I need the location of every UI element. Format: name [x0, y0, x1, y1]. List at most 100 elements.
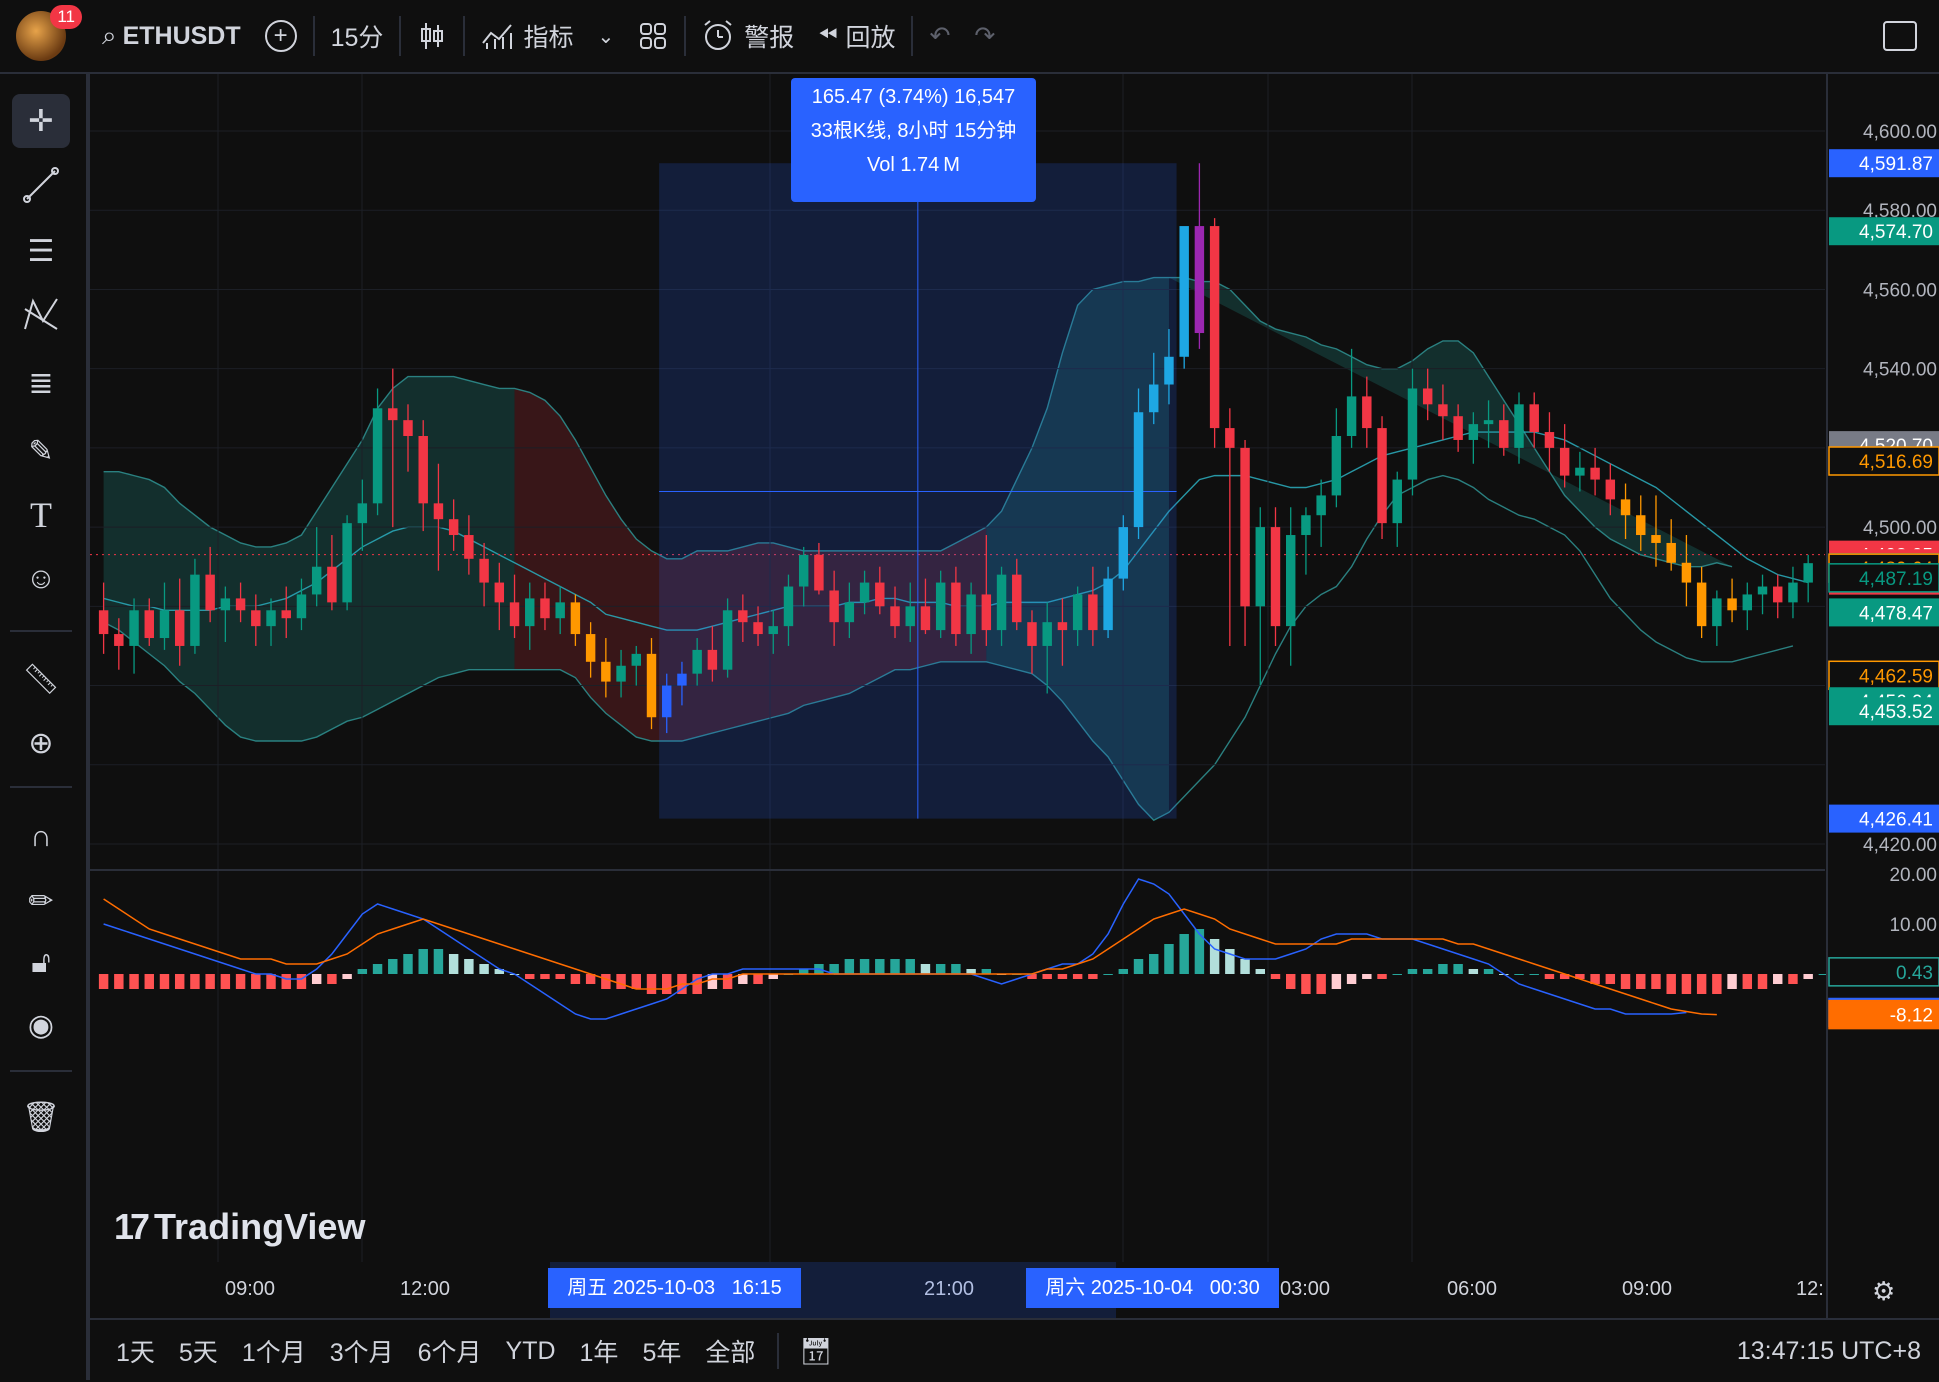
- range-6m[interactable]: 6个月: [417, 1339, 482, 1367]
- candle-body: [479, 558, 489, 583]
- candle-body: [1133, 412, 1144, 528]
- zoom-in-icon: ⊕: [28, 726, 54, 760]
- chevron-down-icon: ⌄: [597, 25, 615, 48]
- range-1d[interactable]: 1天: [116, 1339, 155, 1367]
- macd-histogram-bar: [1788, 974, 1798, 984]
- replay-button[interactable]: ⏪︎ 回放: [806, 0, 907, 72]
- candle-body: [996, 574, 1007, 631]
- text-tool[interactable]: T: [12, 488, 70, 542]
- layout-button[interactable]: [626, 0, 680, 72]
- magnet-tool[interactable]: ∩: [12, 810, 70, 864]
- macd-histogram-bar: [844, 959, 855, 974]
- divider: [312, 16, 315, 56]
- macd-histogram-bar: [890, 959, 900, 974]
- candle-body: [692, 649, 702, 674]
- candle-body: [1255, 527, 1265, 607]
- macd-histogram-bar: [981, 969, 992, 974]
- price-tick: 4,600.00: [1863, 122, 1937, 143]
- price-tick: 4,560.00: [1863, 280, 1937, 301]
- candle-body: [342, 523, 352, 603]
- macd-histogram-bar: [1468, 969, 1479, 974]
- symbol-search[interactable]: ⌕ ETHUSDT: [90, 0, 253, 72]
- redo-button[interactable]: ↷: [962, 0, 1007, 72]
- candle-body: [1362, 396, 1372, 429]
- candle-body: [494, 582, 505, 603]
- macd-histogram-bar: [1757, 974, 1768, 989]
- gear-icon: ⚙: [1872, 1276, 1896, 1306]
- settings-button[interactable]: ⚙: [1872, 1276, 1895, 1307]
- measure-bars: 33根K线, 8小时 15分钟: [810, 120, 1017, 142]
- candle-body: [388, 408, 398, 421]
- window-icon: [1883, 21, 1917, 51]
- avatar[interactable]: 11: [16, 5, 82, 61]
- alerts-button[interactable]: 警报: [690, 0, 806, 72]
- macd-histogram-bar: [1331, 974, 1342, 989]
- go-to-date-button[interactable]: 📅︎: [789, 1336, 842, 1367]
- cursor-time-end: 周六 2025-10-04 00:30: [1026, 1268, 1279, 1308]
- price-label: 4,462.59: [1859, 666, 1933, 687]
- undo-button[interactable]: ↶: [917, 0, 962, 72]
- trend-line-tool[interactable]: [12, 158, 70, 212]
- candle-body: [966, 594, 976, 635]
- range-1y[interactable]: 1年: [579, 1339, 619, 1367]
- macd-histogram-bar: [1620, 974, 1631, 989]
- brush-tool[interactable]: ✎: [12, 424, 70, 478]
- horizontal-lines-tool[interactable]: ☰: [12, 224, 70, 278]
- range-5y[interactable]: 5年: [642, 1339, 682, 1367]
- candle-body: [1179, 226, 1189, 357]
- candle-body: [1559, 447, 1570, 476]
- indicators-dropdown[interactable]: ⌄: [585, 0, 626, 72]
- macd-histogram-bar: [555, 974, 565, 979]
- hide-drawings-tool[interactable]: ◉: [12, 998, 70, 1052]
- macd-histogram-bar: [1225, 949, 1235, 974]
- candle-body: [220, 598, 231, 611]
- delete-tool[interactable]: 🗑︎: [12, 1090, 70, 1144]
- time-axis[interactable]: 09:00 12:00 21:00 03:00 06:00 09:00 12: …: [90, 1262, 1850, 1318]
- crosshair-tool[interactable]: ✛: [12, 94, 70, 148]
- lock-tool[interactable]: 🔓︎: [12, 936, 70, 990]
- interval-button[interactable]: 15分: [330, 24, 384, 52]
- candle-body: [509, 602, 520, 627]
- macd-histogram-bar: [1285, 974, 1296, 989]
- chart-type-button[interactable]: [405, 0, 459, 72]
- macd-histogram-bar: [190, 974, 200, 989]
- range-5d[interactable]: 5天: [178, 1339, 218, 1367]
- compare-symbol-button[interactable]: +: [253, 0, 309, 72]
- indicators-button[interactable]: 指标: [469, 0, 585, 72]
- candle-body: [890, 606, 900, 627]
- candle-body: [251, 610, 261, 627]
- fib-tool[interactable]: ≣: [12, 356, 70, 410]
- macd-histogram-bar: [1392, 974, 1402, 975]
- candle-body: [1773, 586, 1783, 603]
- candle-body: [1149, 384, 1159, 413]
- candle-body: [1712, 598, 1722, 627]
- measure-tool[interactable]: 📏︎: [12, 652, 70, 706]
- redo-icon: ↷: [974, 22, 996, 50]
- candles: [98, 163, 1813, 734]
- candle-body: [601, 661, 611, 682]
- range-all[interactable]: 全部: [705, 1339, 756, 1367]
- macd-histogram-bar: [707, 974, 718, 989]
- range-1m[interactable]: 1个月: [241, 1339, 306, 1367]
- emoji-tool[interactable]: ☺: [12, 552, 70, 606]
- range-3m[interactable]: 3个月: [329, 1339, 394, 1367]
- range-ytd[interactable]: YTD: [505, 1336, 556, 1365]
- clock[interactable]: 13:47:15 UTC+8: [1736, 1336, 1921, 1365]
- lock-drawings-tool[interactable]: ✏: [12, 874, 70, 928]
- chart-canvas[interactable]: 4,600.004,580.004,560.004,540.004,520.00…: [90, 74, 1939, 1318]
- candle-body: [1681, 562, 1692, 583]
- macd-histogram-bar: [1483, 969, 1494, 974]
- macd-histogram-bar: [1042, 974, 1052, 979]
- macd-histogram-bar: [1529, 974, 1539, 975]
- fullscreen-button[interactable]: [1871, 0, 1929, 72]
- candle-body: [829, 590, 839, 623]
- macd-histogram-bar: [1057, 974, 1068, 979]
- candle-body: [859, 582, 870, 603]
- macd-histogram-bar: [144, 974, 154, 989]
- macd-histogram-bar: [540, 974, 550, 979]
- zoom-tool[interactable]: ⊕: [12, 716, 70, 770]
- pattern-tool[interactable]: [12, 288, 70, 342]
- grid-icon: [640, 23, 667, 49]
- macd-histogram-bar: [1118, 969, 1129, 974]
- candle-body: [722, 610, 733, 670]
